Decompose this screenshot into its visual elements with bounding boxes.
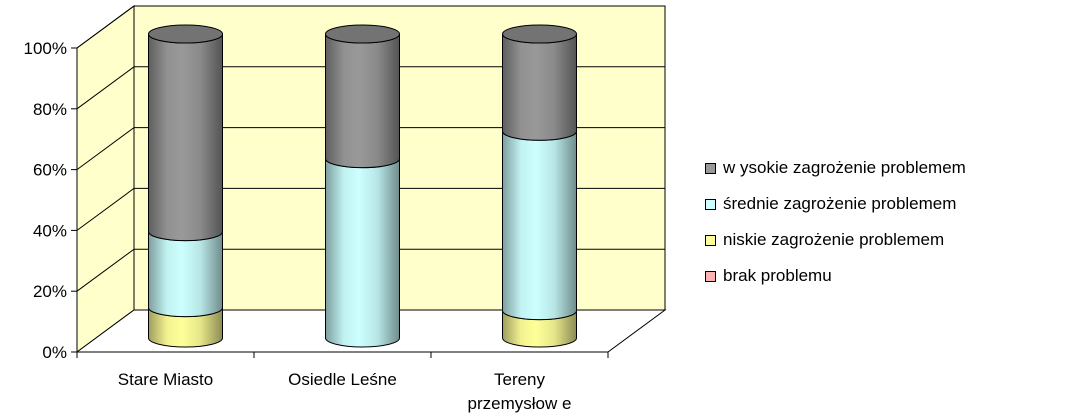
legend-label: brak problemu [723, 266, 832, 285]
gridline [76, 127, 665, 171]
bar-segment [502, 131, 577, 321]
bar-segment [148, 231, 223, 318]
bar-segment [325, 158, 400, 348]
bar-top [502, 24, 577, 44]
y-tick-label: 100% [24, 39, 67, 58]
legend-label: w ysokie zagrożenie problemem [723, 158, 966, 177]
bars [148, 24, 577, 348]
gridline [76, 248, 665, 292]
legend-swatch [705, 198, 716, 210]
gridlines [76, 5, 665, 292]
y-tick-label: 20% [33, 282, 67, 301]
y-tick-label: 80% [33, 100, 67, 119]
x-axis-labels: Stare Miasto Osiedle Leśne Tereny przemysło… [118, 370, 572, 413]
legend-swatch [705, 162, 716, 174]
legend: w ysokie zagrożenie problemem średnie zag… [705, 150, 966, 294]
bar-segment [502, 33, 577, 141]
bar-stack [325, 24, 400, 348]
gridline [76, 187, 665, 231]
bar-segment [148, 33, 223, 242]
bar-stack [502, 24, 577, 348]
legend-item: średnie zagrożenie problemem [705, 186, 966, 222]
axes [71, 47, 609, 358]
gridline [76, 5, 665, 49]
y-tick-label: 0% [42, 343, 67, 362]
bar-stack [148, 24, 223, 348]
legend-item: brak problemu [705, 258, 966, 294]
x-category-label: Stare Miasto [118, 370, 213, 389]
legend-swatch [705, 234, 716, 246]
gridline [76, 66, 665, 110]
legend-item: w ysokie zagrożenie problemem [705, 150, 966, 186]
bar-top [325, 24, 400, 44]
x-category-label: przemysłow e [468, 394, 572, 413]
legend-item: niskie zagrożenie problemem [705, 222, 966, 258]
legend-label: średnie zagrożenie problemem [723, 194, 957, 213]
x-category-label: Osiedle Leśne [288, 370, 397, 389]
side-wall [76, 5, 135, 353]
legend-label: niskie zagrożenie problemem [723, 230, 945, 249]
x-category-label: Tereny [494, 370, 546, 389]
y-axis-ticks: 0% 20% 40% 60% 80% 100% [24, 39, 67, 362]
legend-swatch [705, 270, 716, 282]
bar-segment [325, 33, 400, 169]
bar-top [148, 24, 223, 44]
chart: 0% 20% 40% 60% 80% 100% Stare Miasto Osiedle L… [24, 5, 667, 413]
y-tick-label: 60% [33, 161, 67, 180]
y-tick-label: 40% [33, 221, 67, 240]
